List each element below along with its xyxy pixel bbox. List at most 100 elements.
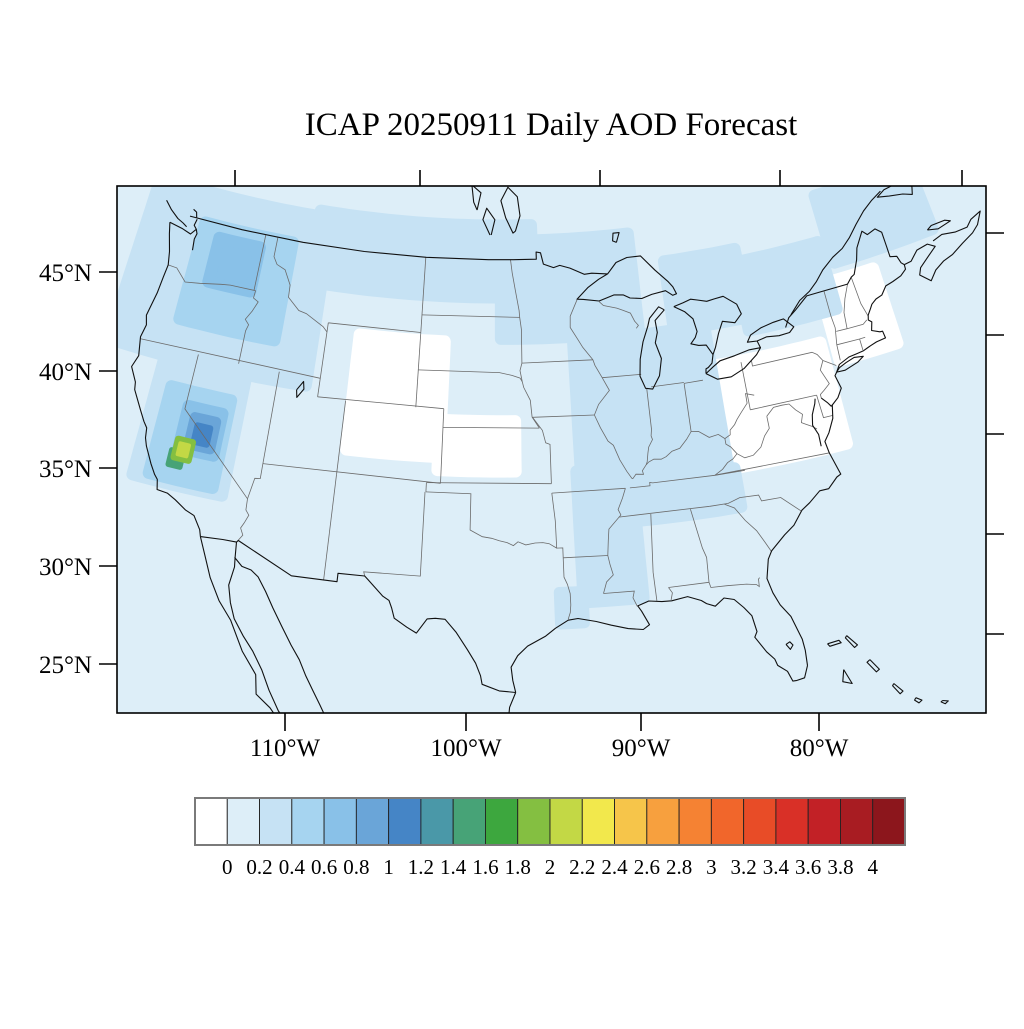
aod-region-kansas-clear xyxy=(431,413,522,478)
coastline xyxy=(508,692,517,713)
colorbar-segment xyxy=(872,797,906,846)
state-border-line xyxy=(168,264,256,292)
state-border-line xyxy=(184,354,248,500)
lon-tick-label: 90°W xyxy=(612,735,671,762)
coastline xyxy=(131,222,201,537)
coastline xyxy=(576,255,678,302)
coastline xyxy=(673,295,742,356)
state-border-line xyxy=(551,493,564,558)
state-border-line xyxy=(418,369,523,383)
state-border-line xyxy=(843,284,848,329)
state-border-line xyxy=(736,416,770,459)
coastline xyxy=(510,596,809,693)
coastline xyxy=(482,207,496,236)
aod-region-sabine-coast xyxy=(553,585,590,630)
coastline xyxy=(914,697,923,704)
state-border-line xyxy=(323,474,337,581)
coastline xyxy=(169,218,198,235)
coastline xyxy=(189,215,608,275)
state-border-line xyxy=(690,508,710,583)
colorbar-segment xyxy=(420,797,454,846)
state-border-line xyxy=(709,494,802,512)
coastline xyxy=(827,639,842,647)
state-border-line xyxy=(563,555,608,559)
coastline xyxy=(234,557,325,713)
state-border-line xyxy=(442,427,540,429)
state-border-line xyxy=(668,587,673,601)
coastline xyxy=(612,232,620,243)
coastline xyxy=(199,536,275,713)
colorbar-tick-label: 0 xyxy=(222,855,233,879)
state-border-line xyxy=(823,290,841,361)
state-border-line xyxy=(253,234,267,291)
coastline xyxy=(228,542,281,713)
state-border-line xyxy=(328,322,421,333)
colorbar-tick-label: 3.2 xyxy=(731,855,757,879)
state-border-line xyxy=(317,322,329,397)
colorbar-segment xyxy=(388,797,422,846)
colorbar-segment xyxy=(323,797,357,846)
state-border-line xyxy=(684,379,703,384)
colorbar-tick-label: 4 xyxy=(867,855,878,879)
state-border-line xyxy=(426,482,552,485)
coastline xyxy=(200,536,516,694)
coastline xyxy=(790,190,881,316)
state-border-line xyxy=(247,463,264,499)
state-border-line xyxy=(602,373,642,379)
page-title: ICAP 20250911 Daily AOD Forecast xyxy=(305,107,798,143)
colorbar-tick-label: 0.2 xyxy=(246,855,272,879)
state-border-line xyxy=(139,338,321,379)
state-border-line xyxy=(415,332,422,408)
coastline xyxy=(785,641,794,650)
colorbar-tick-label: 0.6 xyxy=(311,855,337,879)
coastline xyxy=(785,228,905,328)
coastline xyxy=(844,635,859,649)
colorbar-segment xyxy=(775,797,809,846)
state-border-line xyxy=(425,482,427,492)
coastline xyxy=(471,186,482,211)
state-border-line xyxy=(262,371,280,464)
state-border-line xyxy=(683,383,692,432)
state-border-line xyxy=(521,381,540,429)
colorbar-segment xyxy=(581,797,615,846)
colorbar-segment xyxy=(614,797,648,846)
coastline xyxy=(836,355,864,373)
lat-tick-label: 45°N xyxy=(39,260,92,287)
colorbar-tick-label: 2 xyxy=(545,855,556,879)
colorbar-tick-label: 1.4 xyxy=(440,855,467,879)
aod-region-tennessee-band xyxy=(605,462,748,529)
colorbar-tick-label: 3.4 xyxy=(763,855,790,879)
coastline xyxy=(746,318,795,343)
state-border-line xyxy=(592,359,610,416)
colorbar-tick-label: 3.6 xyxy=(795,855,821,879)
map-linework xyxy=(131,186,981,736)
state-border-line xyxy=(440,408,445,484)
coastline xyxy=(842,669,853,685)
colorbar-tick-label: 2.6 xyxy=(634,855,660,879)
colorbar-tick-label: 2.2 xyxy=(569,855,595,879)
colorbar-segment xyxy=(452,797,486,846)
coastline xyxy=(752,720,858,736)
colorbar-tick-label: 2.8 xyxy=(666,855,692,879)
lat-tick-label: 35°N xyxy=(39,456,92,483)
state-border-line xyxy=(532,417,552,484)
state-border-line xyxy=(521,359,593,364)
aod-region-quebec-northern-ny xyxy=(728,236,843,337)
state-border-line xyxy=(363,491,426,577)
coastline xyxy=(193,208,198,219)
colorbar-segment xyxy=(194,797,228,846)
aod-region-new-england-clear xyxy=(812,262,904,367)
state-border-line xyxy=(603,590,638,607)
state-border-line xyxy=(598,301,639,329)
colorbar-segment xyxy=(840,797,874,846)
aod-region-eastern-washington-plume xyxy=(202,231,266,298)
coastline xyxy=(500,186,521,234)
coastline xyxy=(705,354,714,374)
colorbar-tick-label: 1.6 xyxy=(472,855,498,879)
state-border-line xyxy=(650,513,658,601)
state-border-line xyxy=(421,314,520,318)
coastline xyxy=(866,659,880,673)
state-border-line xyxy=(816,394,833,419)
colorbar-tick-label: 0.4 xyxy=(279,855,306,879)
